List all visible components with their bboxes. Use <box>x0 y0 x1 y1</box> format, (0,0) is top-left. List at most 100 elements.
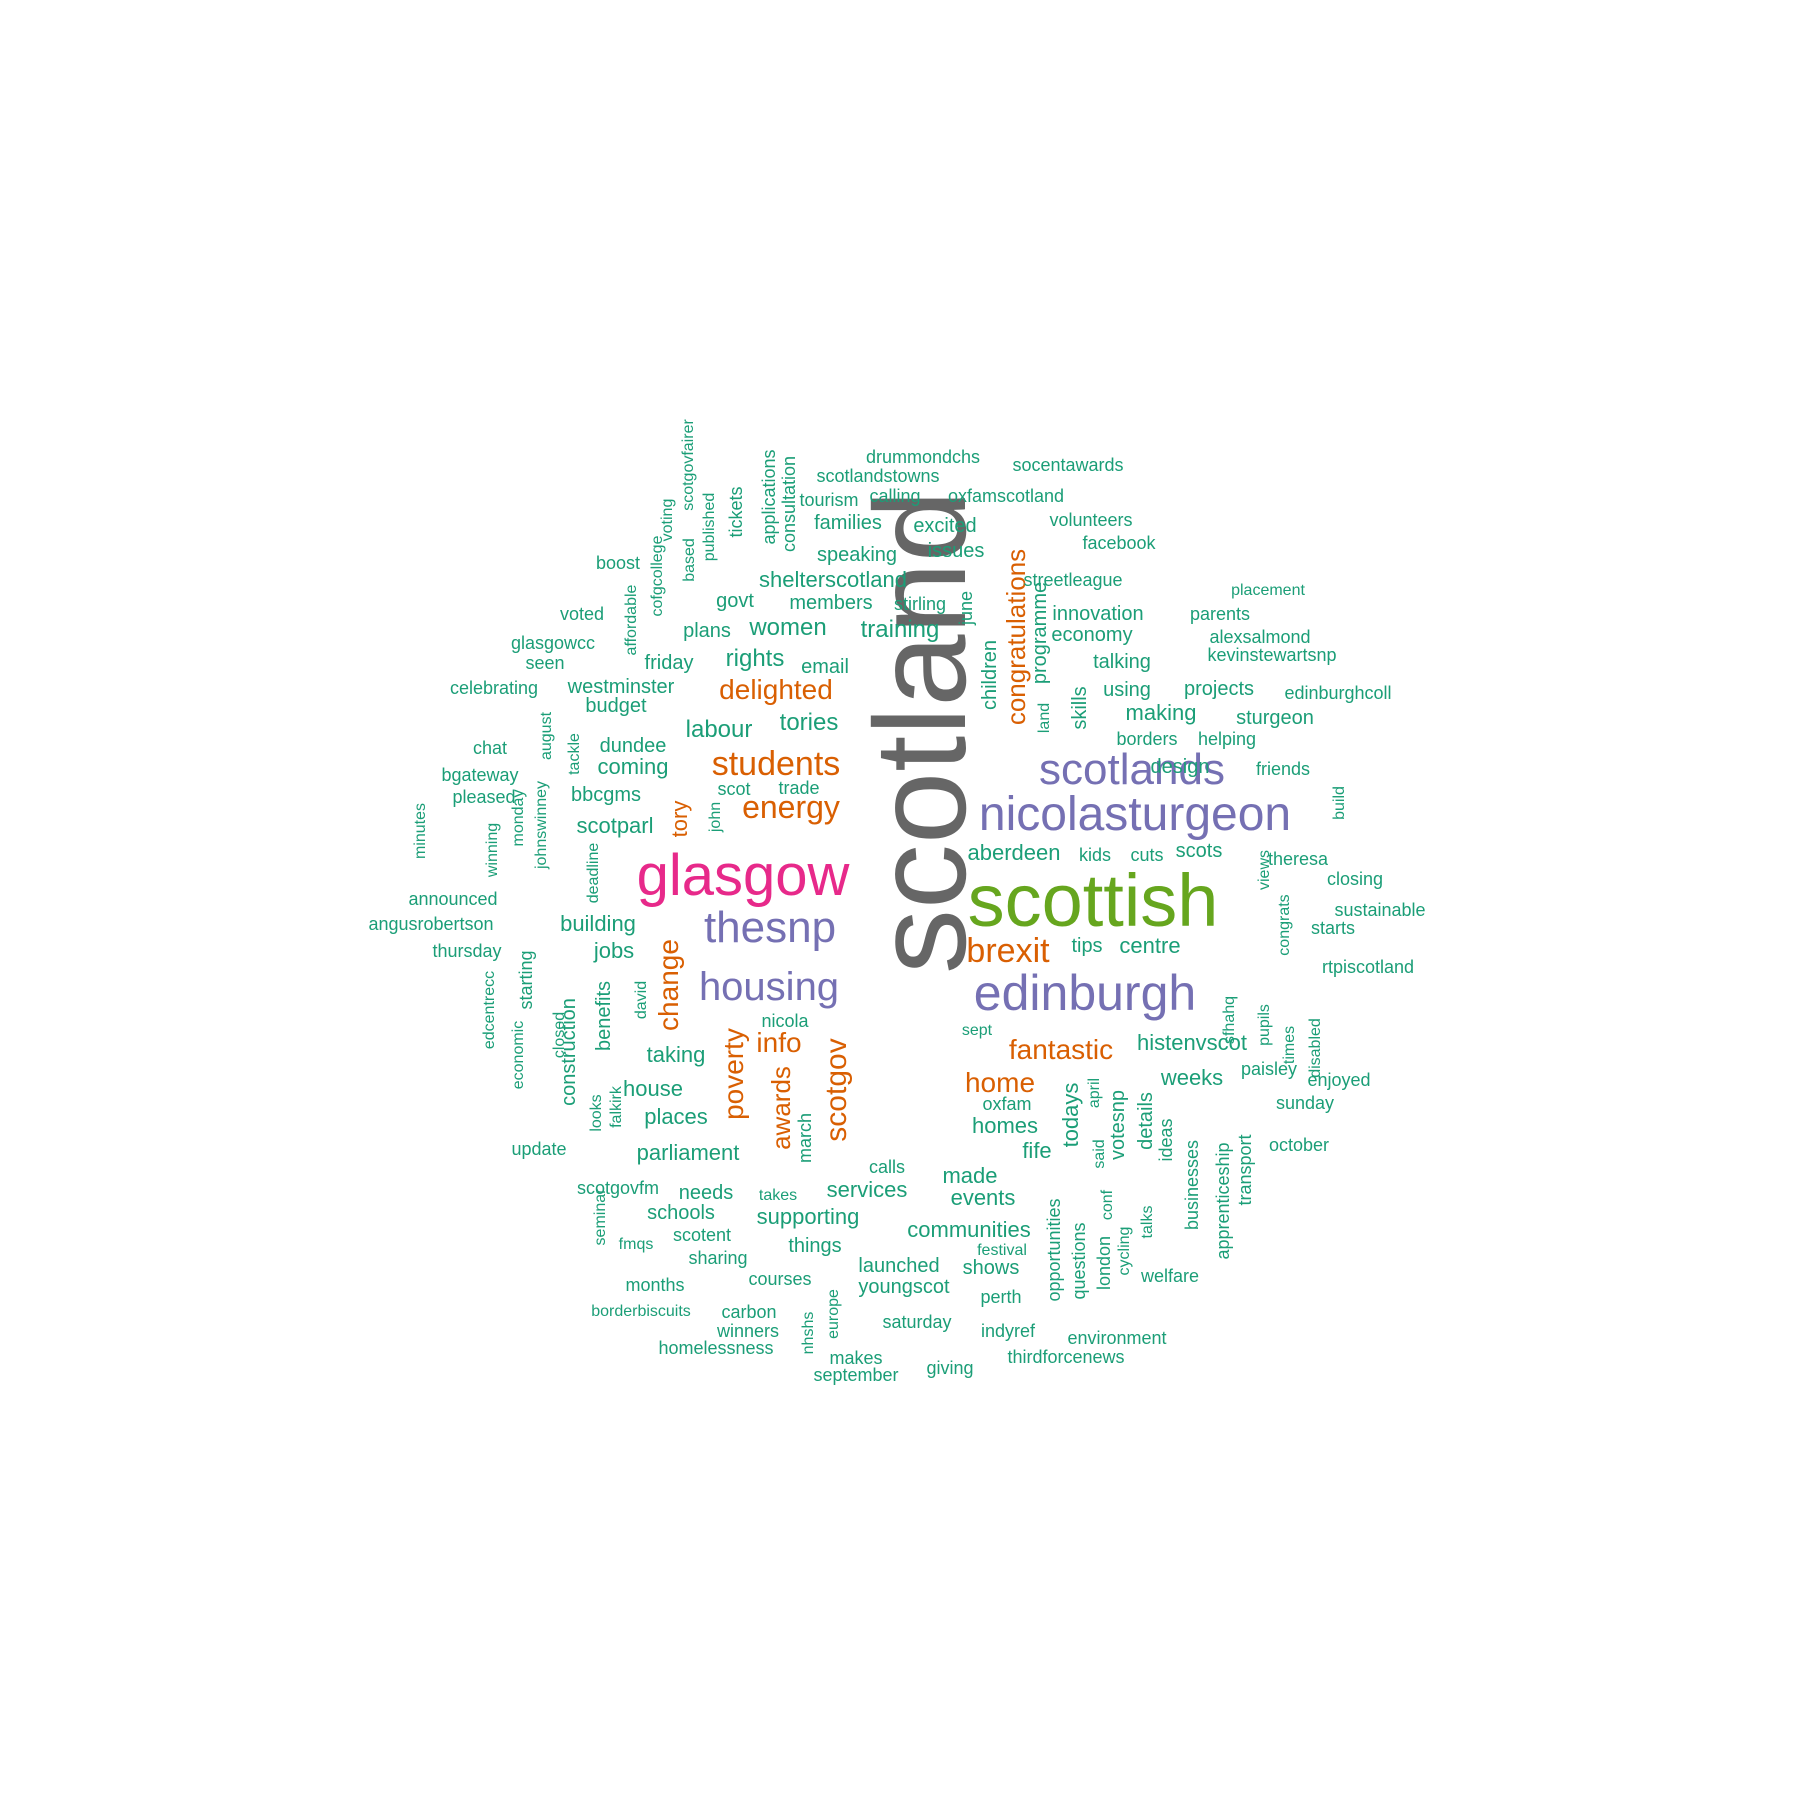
word-excited: excited <box>913 515 977 537</box>
word-sfhahq: sfhahq <box>1221 995 1238 1045</box>
word-published: published <box>701 492 718 562</box>
word-plans: plans <box>683 620 731 642</box>
word-skills: skills <box>1069 686 1091 730</box>
word-brexit: brexit <box>966 932 1050 970</box>
word-fantastic: fantastic <box>1008 1034 1114 1065</box>
word-supporting: supporting <box>756 1204 860 1229</box>
word-april: april <box>1086 1077 1103 1109</box>
word-tackle: tackle <box>566 733 583 775</box>
word-design: design <box>1150 756 1210 778</box>
word-europe: europe <box>825 1289 842 1339</box>
word-bbcgms: bbcgms <box>570 784 642 806</box>
word-conf: conf <box>1099 1189 1116 1221</box>
word-things: things <box>788 1235 842 1257</box>
word-homelessness: homelessness <box>658 1338 774 1358</box>
word-based: based <box>681 538 698 582</box>
word-pupils: pupils <box>1256 1004 1273 1046</box>
word-coming: coming <box>597 754 669 779</box>
word-closing: closing <box>1326 869 1384 889</box>
word-delighted: delighted <box>719 674 833 705</box>
word-looks: looks <box>588 1094 605 1132</box>
word-innovation: innovation <box>1052 603 1144 625</box>
word-sharing: sharing <box>688 1248 748 1268</box>
word-sept: sept <box>961 1022 993 1039</box>
word-falkirk: falkirk <box>608 1086 625 1128</box>
word-thursday: thursday <box>432 941 502 961</box>
word-sunday: sunday <box>1275 1093 1335 1113</box>
word-starting: starting <box>516 950 536 1010</box>
word-kevinstewartsnp: kevinstewartsnp <box>1207 645 1337 665</box>
word-rtpiscotland: rtpiscotland <box>1321 957 1415 977</box>
word-john: john <box>707 801 724 833</box>
word-winners: winners <box>716 1321 780 1341</box>
word-housing: housing <box>698 965 840 1009</box>
word-paisley: paisley <box>1240 1059 1298 1079</box>
word-events: events <box>950 1185 1016 1210</box>
word-rights: rights <box>725 645 785 672</box>
word-tories: tories <box>779 709 839 736</box>
word-tips: tips <box>1071 935 1103 957</box>
word-welfare: welfare <box>1140 1266 1200 1286</box>
word-training: training <box>860 616 940 643</box>
word-congrats: congrats <box>1276 894 1293 956</box>
word-sustainable: sustainable <box>1334 900 1426 920</box>
word-centre: centre <box>1119 933 1181 958</box>
word-oxfamscotland: oxfamscotland <box>947 486 1065 506</box>
word-histenvscot: histenvscot <box>1136 1030 1248 1055</box>
word-makes: makes <box>829 1348 883 1368</box>
word-fmqs: fmqs <box>618 1236 654 1253</box>
word-nhshs: nhshs <box>800 1311 817 1355</box>
word-energy: energy <box>742 789 840 825</box>
word-disabled: disabled <box>1307 1018 1324 1078</box>
word-economy: economy <box>1051 624 1133 646</box>
word-land: land <box>1036 702 1053 734</box>
word-change: change <box>653 939 684 1031</box>
word-saturday: saturday <box>882 1312 952 1332</box>
word-friday: friday <box>644 652 694 674</box>
word-questions: questions <box>1069 1222 1089 1300</box>
word-communities: communities <box>907 1217 1031 1242</box>
word-winning: winning <box>484 822 501 878</box>
word-weeks: weeks <box>1160 1065 1224 1090</box>
word-businesses: businesses <box>1182 1139 1202 1231</box>
word-facebook: facebook <box>1082 533 1156 553</box>
word-seminar: seminar <box>592 1188 609 1246</box>
word-festival: festival <box>977 1242 1027 1259</box>
word-cycling: cycling <box>1116 1226 1133 1276</box>
word-perth: perth <box>980 1287 1022 1307</box>
word-schools: schools <box>647 1202 715 1224</box>
word-building: building <box>560 911 636 936</box>
word-pleased: pleased <box>452 787 516 807</box>
word-stirling: stirling <box>893 594 947 614</box>
word-taking: taking <box>646 1042 706 1067</box>
word-glasgow: glasgow <box>636 843 850 908</box>
word-parents: parents <box>1189 604 1251 624</box>
word-children: children <box>979 639 1001 711</box>
word-students: students <box>711 745 841 783</box>
word-tory: tory <box>667 800 692 838</box>
word-build: build <box>1331 786 1348 820</box>
word-youngscot: youngscot <box>858 1276 950 1298</box>
word-trade: trade <box>778 778 820 798</box>
word-services: services <box>826 1177 908 1202</box>
word-economic: economic <box>510 1020 527 1090</box>
word-house: house <box>623 1076 683 1101</box>
word-helping: helping <box>1197 729 1257 749</box>
word-speaking: speaking <box>816 544 898 566</box>
word-details: details <box>1135 1092 1157 1150</box>
word-giving: giving <box>926 1358 974 1378</box>
word-june: june <box>956 590 976 626</box>
word-scotgovfairer: scotgovfairer <box>680 419 697 511</box>
word-shows: shows <box>962 1257 1020 1279</box>
word-october: october <box>1268 1135 1330 1155</box>
word-projects: projects <box>1183 678 1255 700</box>
word-takes: takes <box>758 1187 798 1204</box>
word-indyref: indyref <box>980 1321 1036 1341</box>
word-issues: issues <box>927 540 985 562</box>
word-making: making <box>1125 700 1197 725</box>
word-cuts: cuts <box>1130 845 1164 865</box>
word-cofgcollege: cofgcollege <box>649 535 666 617</box>
word-scotlands: scotlands <box>1039 745 1225 794</box>
word-scotgov: scotgov <box>820 1038 853 1142</box>
word-august: august <box>538 711 555 761</box>
